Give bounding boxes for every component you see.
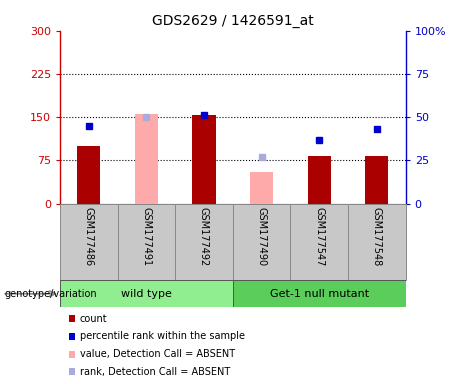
Title: GDS2629 / 1426591_at: GDS2629 / 1426591_at — [152, 14, 313, 28]
Text: rank, Detection Call = ABSENT: rank, Detection Call = ABSENT — [80, 367, 230, 377]
Text: GSM177491: GSM177491 — [142, 207, 151, 266]
Text: GSM177486: GSM177486 — [84, 207, 94, 266]
Bar — [250, 172, 273, 204]
Bar — [118, 204, 175, 280]
Bar — [365, 156, 388, 204]
Bar — [348, 204, 406, 280]
Text: count: count — [80, 314, 107, 324]
Text: GSM177548: GSM177548 — [372, 207, 382, 266]
Bar — [60, 280, 233, 307]
Text: wild type: wild type — [121, 289, 172, 299]
Bar — [135, 114, 158, 204]
Bar — [233, 280, 406, 307]
Bar — [308, 156, 331, 204]
Bar — [193, 115, 216, 204]
Text: genotype/variation: genotype/variation — [5, 289, 97, 299]
Bar — [175, 204, 233, 280]
Text: GSM177490: GSM177490 — [257, 207, 266, 266]
Bar — [233, 204, 290, 280]
Bar — [77, 146, 100, 204]
Text: Get-1 null mutant: Get-1 null mutant — [270, 289, 369, 299]
Bar — [60, 204, 118, 280]
Bar — [290, 204, 348, 280]
Text: GSM177492: GSM177492 — [199, 207, 209, 266]
Text: value, Detection Call = ABSENT: value, Detection Call = ABSENT — [80, 349, 235, 359]
Text: percentile rank within the sample: percentile rank within the sample — [80, 331, 245, 341]
Text: GSM177547: GSM177547 — [314, 207, 324, 267]
